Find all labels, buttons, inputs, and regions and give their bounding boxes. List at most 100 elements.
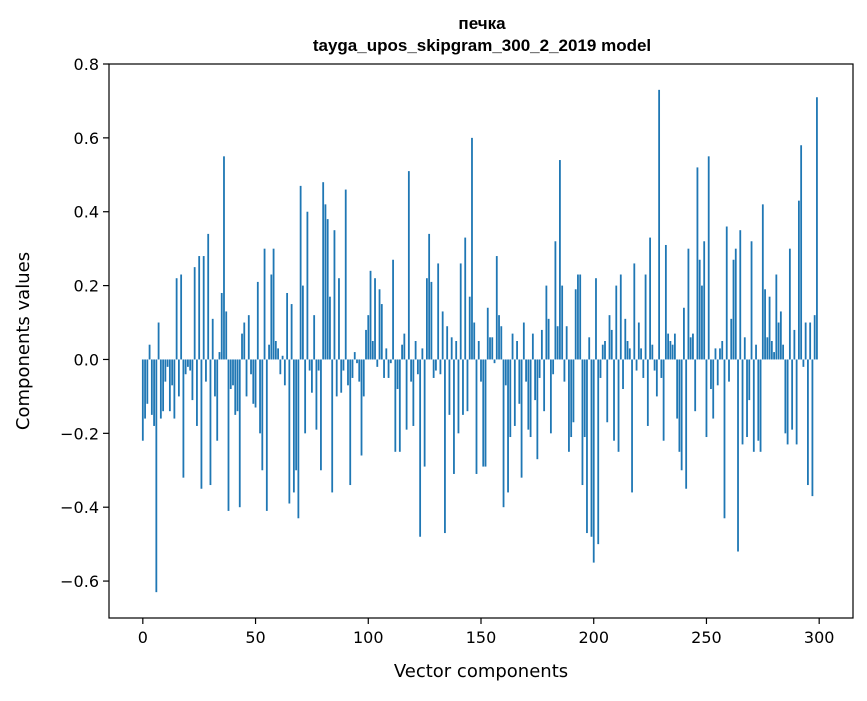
bar-component-216 bbox=[628, 348, 631, 360]
bar-component-137 bbox=[450, 337, 453, 360]
bar-component-37 bbox=[225, 311, 228, 360]
bar-component-153 bbox=[486, 307, 489, 360]
bar-component-150 bbox=[480, 359, 482, 382]
bar-component-170 bbox=[525, 359, 527, 382]
bar-component-76 bbox=[313, 315, 316, 360]
bar-component-23 bbox=[193, 267, 196, 360]
bar-component-69 bbox=[297, 359, 300, 519]
bar-component-108 bbox=[385, 348, 388, 360]
bar-component-96 bbox=[358, 359, 361, 382]
bar-component-132 bbox=[439, 359, 442, 375]
bar-component-97 bbox=[360, 359, 363, 456]
bar-component-145 bbox=[468, 296, 471, 360]
bar-component-271 bbox=[752, 359, 755, 452]
bar-component-109 bbox=[387, 359, 390, 378]
bar-component-5 bbox=[153, 359, 155, 426]
bar-component-90 bbox=[344, 189, 347, 360]
bar-component-264 bbox=[737, 359, 739, 552]
bar-component-25 bbox=[198, 256, 201, 360]
bar-component-202 bbox=[597, 359, 600, 545]
bar-component-33 bbox=[216, 359, 219, 441]
bar-component-118 bbox=[407, 171, 410, 360]
bar-component-222 bbox=[642, 359, 645, 378]
bar-component-142 bbox=[462, 359, 464, 415]
x-tick-label: 100 bbox=[353, 628, 384, 647]
bar-component-278 bbox=[768, 296, 771, 360]
bar-component-287 bbox=[788, 248, 791, 360]
bar-component-6 bbox=[155, 359, 158, 593]
bar-component-50 bbox=[254, 359, 257, 408]
bar-component-242 bbox=[687, 248, 690, 360]
bar-component-220 bbox=[637, 322, 640, 360]
bar-component-283 bbox=[779, 311, 782, 360]
bar-component-46 bbox=[245, 359, 248, 397]
bar-component-2 bbox=[146, 359, 149, 404]
bar-component-228 bbox=[655, 359, 658, 397]
bar-component-119 bbox=[410, 359, 413, 382]
bar-component-245 bbox=[694, 359, 697, 412]
bar-component-157 bbox=[495, 256, 498, 360]
bar-component-21 bbox=[189, 359, 192, 371]
bar-component-51 bbox=[256, 281, 259, 360]
bar-component-206 bbox=[606, 359, 609, 423]
bar-component-139 bbox=[455, 341, 458, 360]
bar-component-240 bbox=[683, 307, 685, 360]
bar-component-127 bbox=[428, 233, 431, 360]
bar-component-269 bbox=[748, 359, 751, 401]
bar-component-259 bbox=[725, 226, 728, 360]
y-tick-label: 0.4 bbox=[74, 203, 99, 222]
bar-component-22 bbox=[191, 359, 194, 401]
bar-component-268 bbox=[746, 359, 748, 438]
bar-component-66 bbox=[290, 304, 293, 360]
bar-component-58 bbox=[272, 248, 275, 360]
bar-component-17 bbox=[180, 274, 183, 360]
bar-component-195 bbox=[581, 359, 584, 486]
bar-component-207 bbox=[608, 315, 611, 360]
bar-component-53 bbox=[261, 359, 264, 471]
bar-component-112 bbox=[394, 359, 397, 452]
bar-component-154 bbox=[489, 337, 491, 360]
bar-component-125 bbox=[423, 359, 426, 467]
bar-component-86 bbox=[335, 359, 338, 397]
bar-component-130 bbox=[435, 359, 437, 371]
bar-component-200 bbox=[592, 359, 595, 563]
bar-component-211 bbox=[617, 359, 620, 452]
bar-component-168 bbox=[520, 359, 523, 478]
bar-component-218 bbox=[633, 263, 636, 360]
bar-component-249 bbox=[703, 241, 706, 360]
bar-component-212 bbox=[619, 274, 622, 360]
bar-component-62 bbox=[281, 355, 284, 360]
bar-component-115 bbox=[401, 344, 403, 360]
bar-component-183 bbox=[554, 241, 557, 360]
bar-component-164 bbox=[511, 333, 514, 360]
bar-component-247 bbox=[698, 259, 701, 360]
bar-component-196 bbox=[583, 359, 586, 438]
chart-subtitle: tayga_upos_skipgram_300_2_2019 model bbox=[313, 36, 651, 55]
bar-component-26 bbox=[200, 359, 203, 489]
bar-component-274 bbox=[759, 359, 762, 452]
bar-component-173 bbox=[531, 333, 534, 360]
bar-component-99 bbox=[365, 329, 367, 360]
bar-component-266 bbox=[741, 359, 744, 445]
bar-component-237 bbox=[676, 359, 679, 419]
bar-component-201 bbox=[595, 278, 597, 360]
bar-component-12 bbox=[168, 359, 171, 412]
bar-component-74 bbox=[308, 359, 311, 371]
bar-component-98 bbox=[362, 359, 365, 397]
y-axis-ticks: −0.6 −0.4 −0.2 0.0 0.2 0.4 0.6 0.8 bbox=[60, 55, 109, 591]
bar-component-293 bbox=[802, 359, 805, 367]
bar-component-151 bbox=[482, 359, 485, 467]
bar-component-128 bbox=[430, 281, 433, 360]
bar-component-299 bbox=[816, 97, 818, 360]
x-axis-ticks: 0 50 100 150 200 250 300 bbox=[138, 618, 834, 647]
bar-component-167 bbox=[518, 359, 521, 404]
bar-component-297 bbox=[811, 359, 814, 497]
bar-component-148 bbox=[475, 359, 478, 474]
bar-component-246 bbox=[696, 167, 699, 360]
bar-component-232 bbox=[664, 244, 667, 360]
bar-component-191 bbox=[572, 359, 575, 423]
bar-component-252 bbox=[710, 359, 712, 390]
bar-component-3 bbox=[148, 344, 151, 360]
x-tick-label: 250 bbox=[691, 628, 722, 647]
